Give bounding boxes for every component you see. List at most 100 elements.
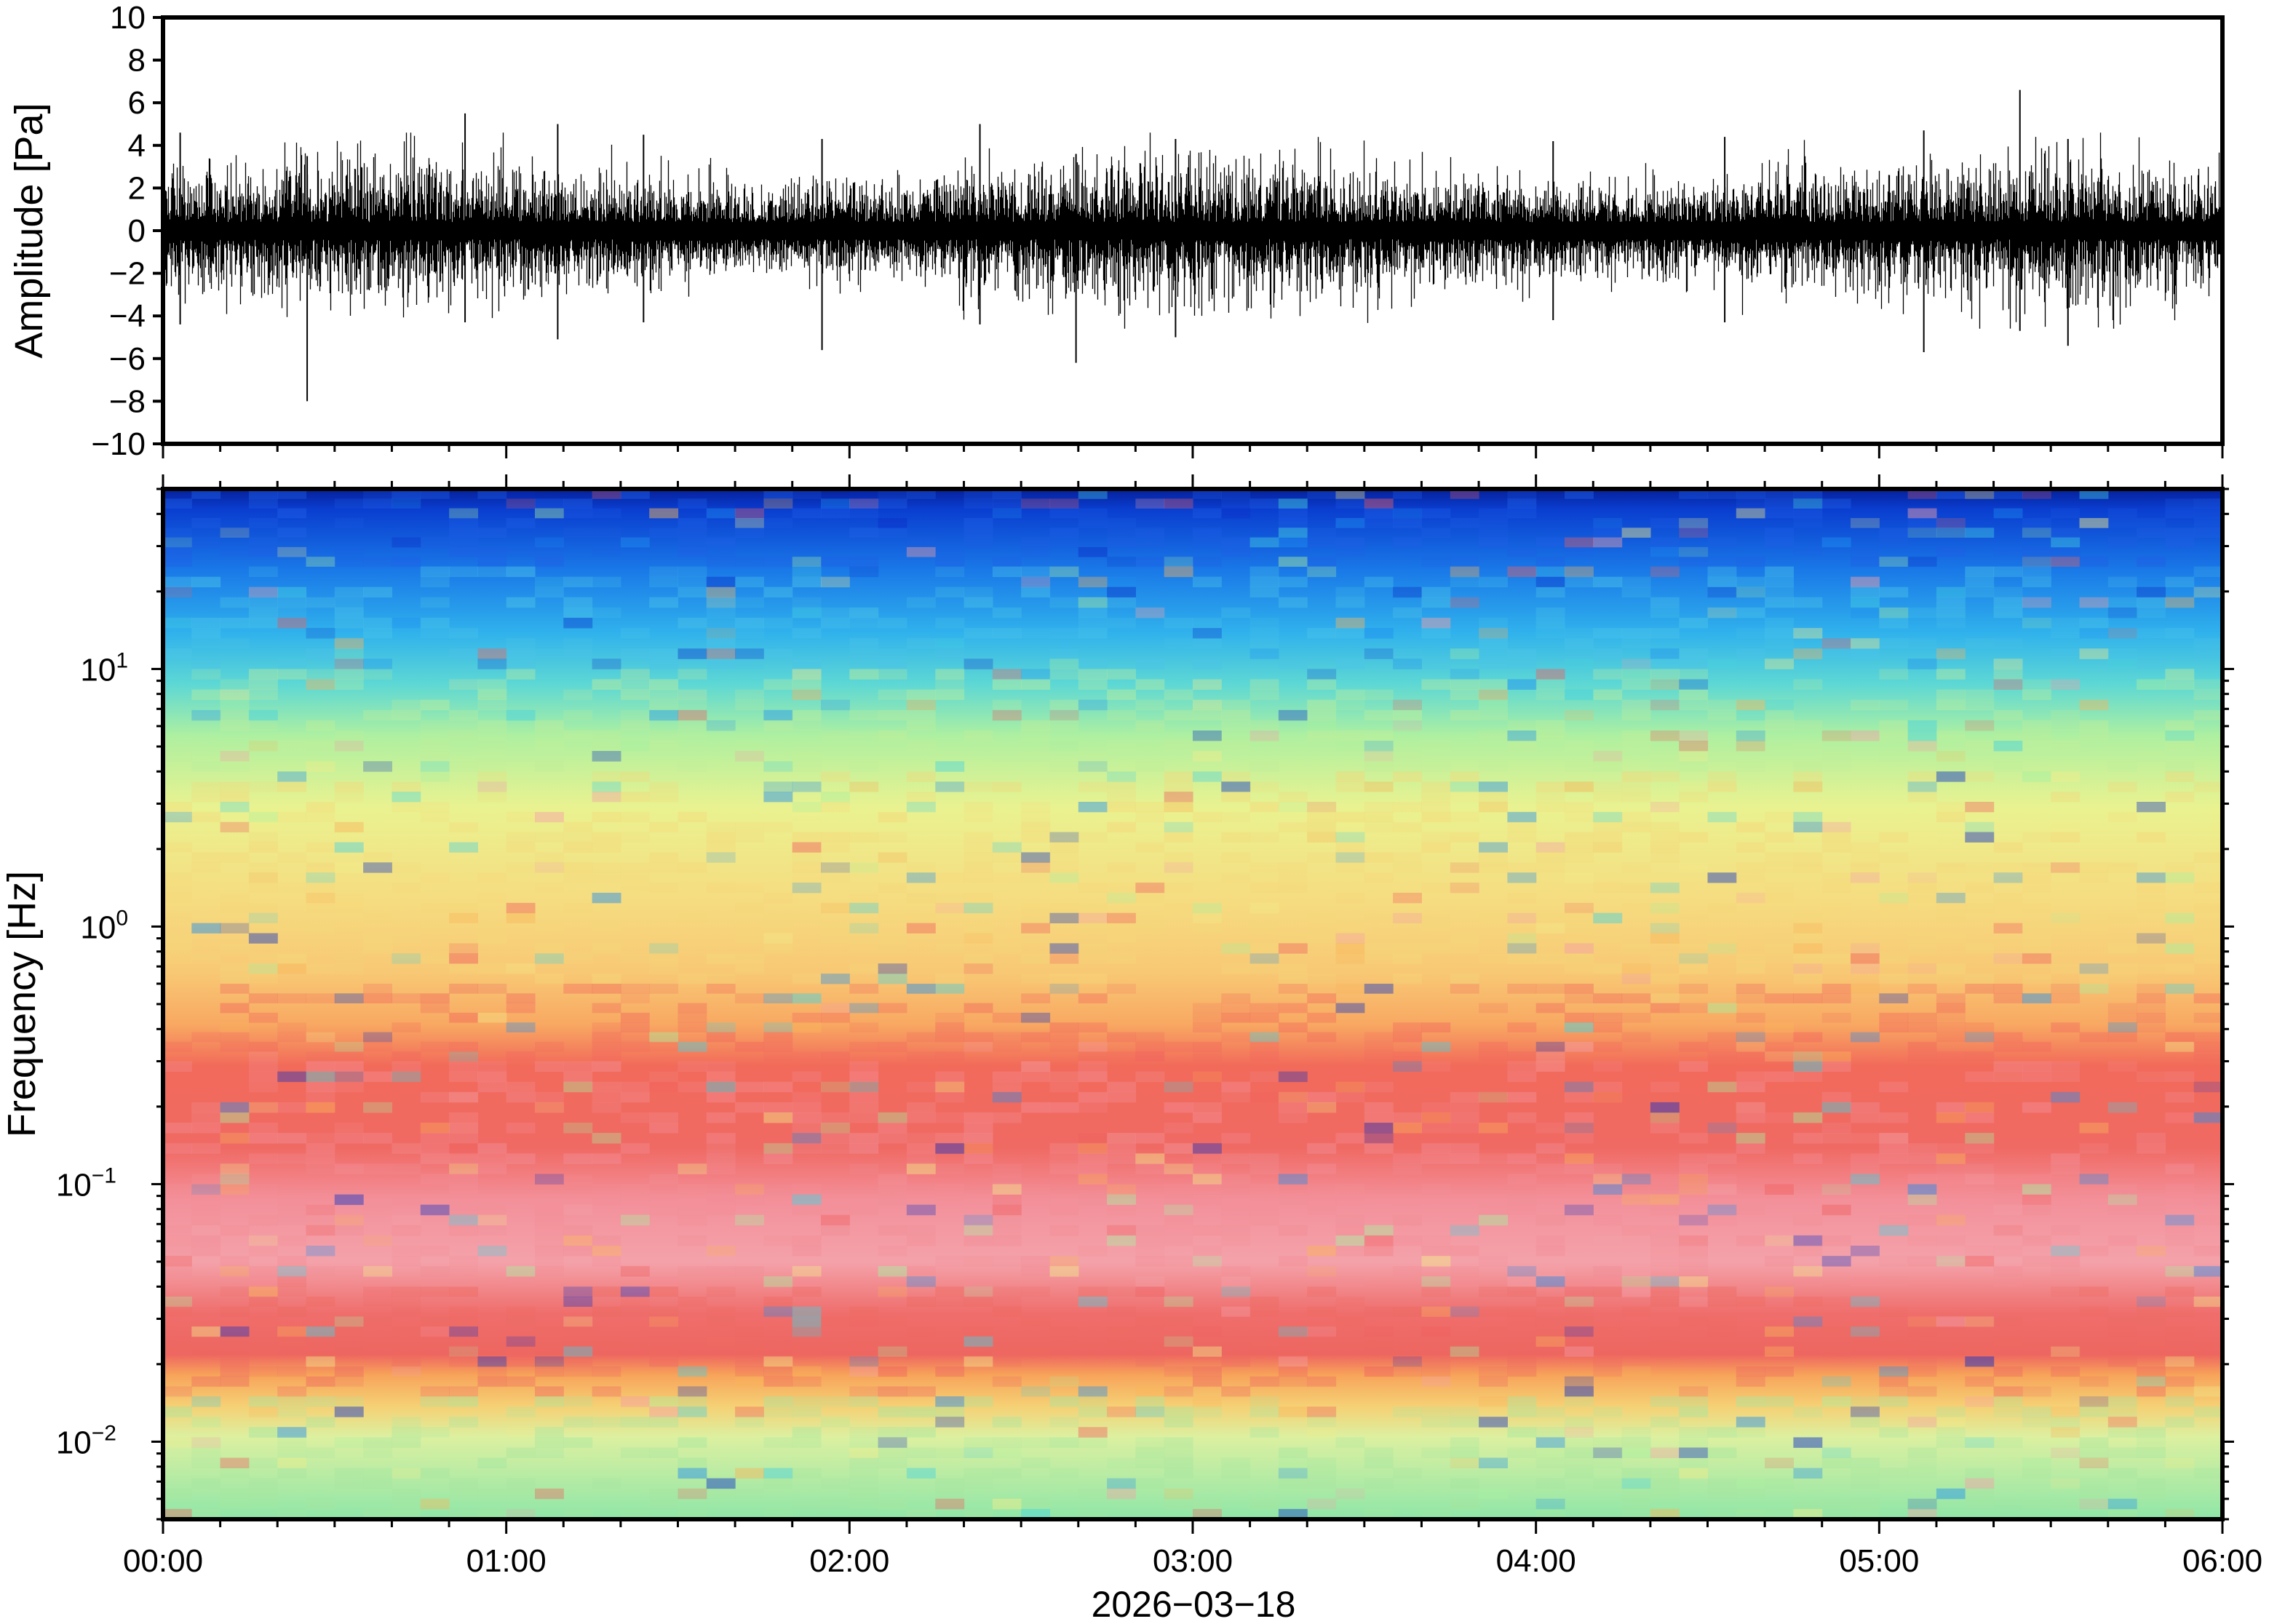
- spectrogram-cell: [1535, 1184, 1565, 1195]
- spectrogram-cell: [763, 1366, 793, 1377]
- spectrogram-cell: [1650, 1468, 1680, 1479]
- spectrogram-cell: [1593, 1214, 1623, 1226]
- spectrogram-cell: [935, 1071, 965, 1083]
- spectrogram-cell: [935, 1256, 965, 1267]
- spectrogram-cell: [334, 1163, 364, 1174]
- spectrogram-cell: [248, 1286, 278, 1297]
- spectrogram-cell: [1021, 1071, 1051, 1083]
- spectrogram-cell: [1621, 528, 1651, 538]
- spectrogram-cell: [1021, 1286, 1051, 1297]
- spectrogram-cell: [1450, 1406, 1479, 1417]
- spectrogram-cell: [1107, 802, 1136, 813]
- spectrogram-cell: [1335, 943, 1365, 954]
- spectrogram-cell: [1107, 862, 1136, 873]
- spectrogram-cell: [163, 1406, 192, 1417]
- spectrogram-cell: [620, 771, 650, 782]
- spectrogram-cell: [563, 953, 593, 964]
- spectrogram-cell: [1507, 821, 1537, 832]
- spectrogram-cell: [763, 1022, 793, 1032]
- spectrogram-cell: [735, 751, 764, 762]
- spectrogram-cell: [1164, 1204, 1193, 1216]
- spectrogram-cell: [2051, 1091, 2081, 1103]
- spectrogram-cell: [1193, 1376, 1222, 1387]
- spectrogram-cell: [1565, 1396, 1594, 1407]
- spectrogram-cell: [1135, 1457, 1165, 1468]
- spectrogram-cell: [1421, 528, 1451, 538]
- spectrogram-cell: [1793, 1297, 1823, 1307]
- spectrogram-cell: [220, 1306, 250, 1317]
- spectrogram-cell: [248, 586, 278, 598]
- spectrogram-cell: [1049, 1143, 1079, 1154]
- spectrogram-cell: [1450, 883, 1479, 893]
- spectrogram-cell: [935, 1184, 965, 1195]
- spectrogram-cell: [1507, 811, 1537, 823]
- spectrogram-cell: [2137, 1447, 2166, 1458]
- spectrogram-cell: [563, 1081, 593, 1093]
- spectrogram-cell: [1707, 1447, 1737, 1458]
- spectrogram-cell: [248, 1071, 278, 1083]
- spectrogram-cell: [1821, 832, 1851, 843]
- spectrogram-cell: [1736, 1041, 1765, 1052]
- spectrogram-cell: [592, 741, 621, 752]
- spectrogram-cell: [1965, 720, 1995, 731]
- spectrogram-cell: [1221, 1091, 1251, 1103]
- spectrogram-cell: [449, 953, 478, 964]
- spectrogram-cell: [706, 1286, 736, 1297]
- spectrogram-cell: [1993, 1225, 2023, 1236]
- spectrogram-cell: [1650, 832, 1680, 843]
- spectrogram-cell: [792, 1235, 822, 1246]
- spectrogram-cell: [792, 658, 822, 669]
- spectrogram-cell: [2051, 1406, 2081, 1417]
- spectrogram-cell: [1164, 1194, 1193, 1206]
- spectrogram-cell: [1193, 1022, 1222, 1032]
- spectrogram-cell: [1765, 566, 1794, 578]
- spectrogram-cell: [277, 811, 307, 823]
- spectrogram-cell: [2193, 933, 2222, 944]
- spectrogram-cell: [1278, 597, 1308, 608]
- spectrogram-cell: [191, 658, 221, 669]
- spectrogram-cell: [763, 893, 793, 904]
- spectrogram-cell: [2051, 618, 2081, 629]
- spectrogram-cell: [1021, 1457, 1051, 1468]
- spectrogram-cell: [1565, 537, 1594, 548]
- spectrogram-cell: [906, 699, 936, 711]
- spectrogram-cell: [1565, 1297, 1594, 1307]
- spectrogram-cell: [735, 963, 764, 974]
- spectrogram-cell: [821, 1123, 850, 1134]
- spectrogram-cell: [392, 1297, 421, 1307]
- spectrogram-cell: [306, 1214, 335, 1226]
- spectrogram-cell: [878, 832, 907, 843]
- spectrogram-cell: [1249, 566, 1279, 578]
- spectrogram-cell: [1049, 1225, 1079, 1236]
- spectrogram-cell: [1936, 528, 1966, 538]
- spectrogram-cell: [1879, 586, 1909, 598]
- spectrogram-cell: [363, 658, 392, 669]
- spectrogram-cell: [277, 1256, 307, 1267]
- spectrogram-cell: [277, 741, 307, 752]
- spectrogram-cell: [1021, 1032, 1051, 1043]
- spectrogram-cell: [1307, 566, 1337, 578]
- spectrogram-cell: [1393, 751, 1422, 762]
- spectrogram-cell: [1021, 498, 1051, 509]
- spectrogram-cell: [1993, 679, 2023, 690]
- spectrogram-cell: [420, 741, 450, 752]
- spectrogram-cell: [1936, 993, 1966, 1003]
- spectrogram-cell: [963, 1235, 993, 1246]
- spectrogram-cell: [792, 1133, 822, 1144]
- spectrogram-cell: [1450, 1123, 1479, 1134]
- spectrogram-cell: [2051, 1498, 2081, 1510]
- spectrogram-cell: [2079, 1376, 2109, 1387]
- spectrogram-cell: [220, 1468, 250, 1479]
- spectrogram-cell: [1107, 1143, 1136, 1154]
- spectrogram-cell: [1393, 1366, 1422, 1377]
- spectrogram-cell: [163, 1297, 192, 1307]
- spectrogram-cell: [935, 1091, 965, 1103]
- spectrogram-cell: [2022, 872, 2051, 883]
- spectrogram-cell: [1707, 781, 1737, 792]
- spectrogram-cell: [392, 1286, 421, 1297]
- spectrogram-cell: [1650, 821, 1680, 832]
- spectrogram-cell: [1107, 1336, 1136, 1347]
- spectrogram-cell: [1736, 648, 1765, 659]
- spectrogram-cell: [334, 546, 364, 557]
- spectrogram-cell: [821, 802, 850, 813]
